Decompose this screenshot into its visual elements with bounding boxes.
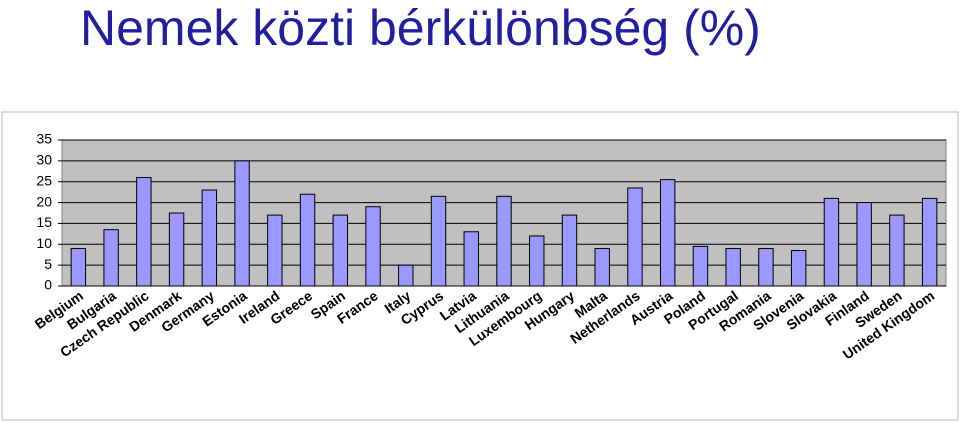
y-tick-label: 15: [36, 214, 52, 230]
bar: [430, 195, 447, 287]
bar: [856, 202, 872, 287]
bar: [758, 247, 774, 287]
bar: [168, 212, 185, 287]
chart-title: Nemek közti bérkülönbség (%): [80, 0, 761, 56]
bar: [561, 214, 578, 287]
y-tick-label: 5: [44, 256, 52, 272]
bar: [103, 229, 119, 287]
bar: [692, 245, 709, 287]
bar: [790, 250, 807, 287]
bar: [529, 235, 545, 287]
bar: [725, 247, 741, 287]
bar: [70, 247, 87, 287]
bar: [889, 214, 905, 287]
bar: [823, 197, 840, 287]
bar: [660, 179, 676, 287]
bar: [234, 160, 250, 287]
bar: [463, 231, 479, 287]
bar: [299, 193, 316, 287]
bar: [496, 195, 512, 287]
y-tick-label: 25: [36, 172, 52, 188]
y-tick-label: 30: [36, 152, 52, 168]
y-tick-label: 0: [44, 277, 52, 293]
bar: [594, 247, 610, 287]
bar: [627, 187, 643, 287]
bar: [332, 214, 348, 287]
y-tick-label: 20: [36, 193, 52, 209]
chart-frame: [1, 111, 959, 421]
y-tick-label: 35: [36, 131, 52, 147]
bar: [921, 197, 938, 287]
bar: [267, 214, 283, 287]
bar: [136, 177, 152, 287]
bar: [398, 264, 414, 287]
y-tick-label: 10: [36, 235, 52, 251]
bar: [365, 206, 381, 287]
bar: [201, 189, 218, 287]
